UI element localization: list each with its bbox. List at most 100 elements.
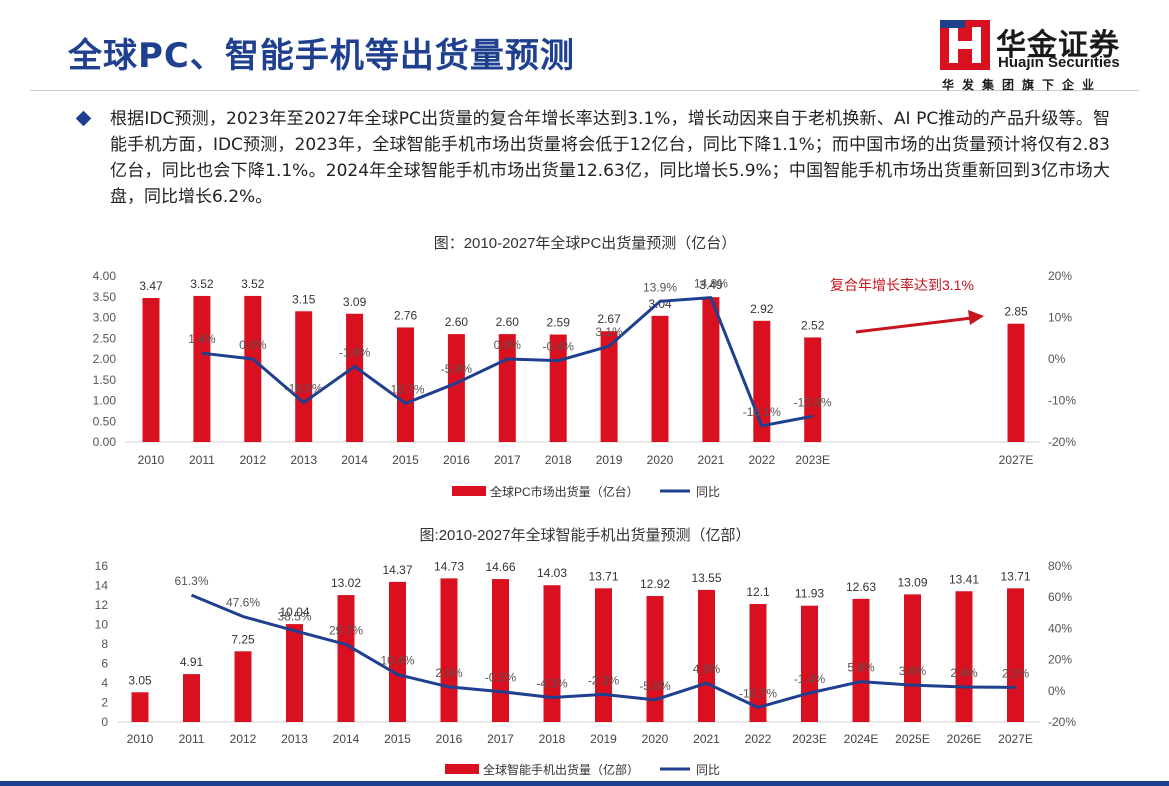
bar [397,327,414,442]
yoy-value-label: -2.3% [588,673,620,687]
right-axis-tick-label: 0% [1048,352,1066,366]
bar-value-label: 13.02 [331,576,361,590]
category-label: 2016 [436,732,463,746]
category-label: 2017 [494,453,521,467]
yoy-value-label: 3.1% [595,325,623,339]
legend-bar-label: 全球智能手机出货量（亿部） [483,762,639,777]
bar [955,591,973,722]
bar-value-label: 13.71 [588,569,618,583]
bar [600,331,618,442]
bar [543,585,561,722]
yoy-value-label: 3.6% [899,664,927,678]
right-axis-tick-label: 60% [1048,590,1072,604]
cagr-annotation: 复合年增长率达到3.1% [830,277,974,293]
left-axis-tick-label: 0.50 [93,414,117,428]
yoy-value-label: 29.7% [329,623,363,637]
yoy-line [190,593,1016,709]
right-axis-tick-label: -20% [1048,435,1076,449]
yoy-value-label: -10.5% [285,382,323,396]
yoy-line [201,296,813,428]
bar [193,295,211,442]
bar-value-label: 3.52 [190,277,214,291]
category-label: 2012 [239,453,266,467]
yoy-value-label: 0.0% [239,338,267,352]
yoy-value-label: -13.8% [794,395,832,409]
category-label: 2012 [230,732,257,746]
left-axis-tick-label: 2 [101,696,108,710]
yoy-value-label: -5.8% [639,679,671,693]
bar-value-label: 10.04 [279,605,309,619]
category-label: 2010 [127,732,154,746]
right-axis-tick-label: 80% [1048,559,1072,573]
category-label: 2019 [590,732,617,746]
diamond-bullet-icon [75,110,92,127]
bar [698,589,715,722]
category-label: 2014 [333,732,360,746]
bar [646,596,664,722]
bar-value-label: 13.41 [949,572,979,586]
yoy-value-label: 2.5% [435,666,463,680]
category-label: 2023E [792,732,827,746]
page-title: 全球PC、智能手机等出货量预测 [68,36,575,76]
category-label: 2016 [443,453,470,467]
bar-value-label: 3.15 [292,292,316,306]
logo-tagline: 华发集团旗下企业 [942,78,1103,92]
right-axis-tick-label: 0% [1048,684,1066,698]
bar [1007,323,1025,442]
bar [447,334,465,442]
bar-value-label: 12.92 [640,577,670,591]
left-axis-tick-label: 0 [101,715,108,729]
huajin-logo-icon [940,20,990,70]
category-label: 2013 [281,732,308,746]
summary-paragraph: 根据IDC预测，2023年至2027年全球PC出货量的复合年增长率达到3.1%，… [110,109,1110,207]
yoy-value-label: -0.5% [485,671,517,685]
bar-value-label: 13.55 [691,571,721,585]
yoy-value-label: 61.3% [174,574,208,588]
bar [131,692,149,722]
yoy-value-label: 13.9% [643,280,677,294]
legend-line-label: 同比 [696,485,720,499]
bar-value-label: 12.1 [746,585,770,599]
logo-english-name: Huajin Securities [998,54,1120,71]
bar [595,588,612,722]
bar-value-label: 3.52 [241,277,265,291]
yoy-value-label: 0.0% [494,338,522,352]
category-label: 2018 [539,732,566,746]
left-axis-tick-label: 14 [95,579,109,593]
bar [702,297,720,442]
category-label: 2027E [998,732,1033,746]
left-axis-tick-label: 10 [95,618,109,632]
category-label: 2021 [693,732,720,746]
category-label: 2023E [795,453,830,467]
footer-bar [0,781,1169,786]
yoy-value-label: 10.4% [380,654,414,668]
right-axis-tick-label: 10% [1048,311,1072,325]
category-label: 2021 [698,453,725,467]
left-axis-tick-label: 2.50 [93,331,117,345]
yoy-value-label: 2.2% [1002,666,1030,680]
category-label: 2024E [844,732,879,746]
pc-shipment-chart: 图：2010-2027年全球PC出货量预测（亿台） 0.00 0.50 1.00 1.5… [93,234,1077,499]
bar [440,578,458,722]
category-label: 2020 [642,732,669,746]
category-label: 2013 [290,453,317,467]
bar [244,295,262,442]
bar-value-label: 3.09 [343,295,367,309]
bar-value-label: 14.66 [485,560,515,574]
legend-bar-swatch [445,764,479,774]
bar [492,579,509,722]
left-axis-tick-label: 3.00 [93,311,117,325]
bar [295,311,313,442]
bar-value-label: 14.73 [434,559,464,573]
yoy-value-label: -16.1% [743,405,781,419]
bar [651,315,669,442]
left-axis-tick-label: 12 [95,598,109,612]
legend-line-label: 同比 [696,763,720,777]
bar-value-label: 13.71 [1000,569,1030,583]
left-axis-tick-label: 1.50 [93,373,117,387]
bar-value-label: 14.37 [382,563,412,577]
yoy-value-label: 4.9% [693,662,721,676]
bar [183,674,200,722]
bar-value-label: 3.49 [699,278,723,292]
bar-value-label: 2.59 [547,316,571,330]
